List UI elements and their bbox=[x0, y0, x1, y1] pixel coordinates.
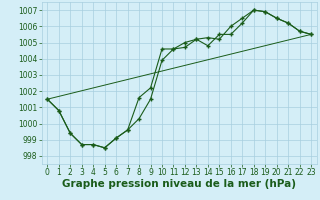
X-axis label: Graphe pression niveau de la mer (hPa): Graphe pression niveau de la mer (hPa) bbox=[62, 179, 296, 189]
